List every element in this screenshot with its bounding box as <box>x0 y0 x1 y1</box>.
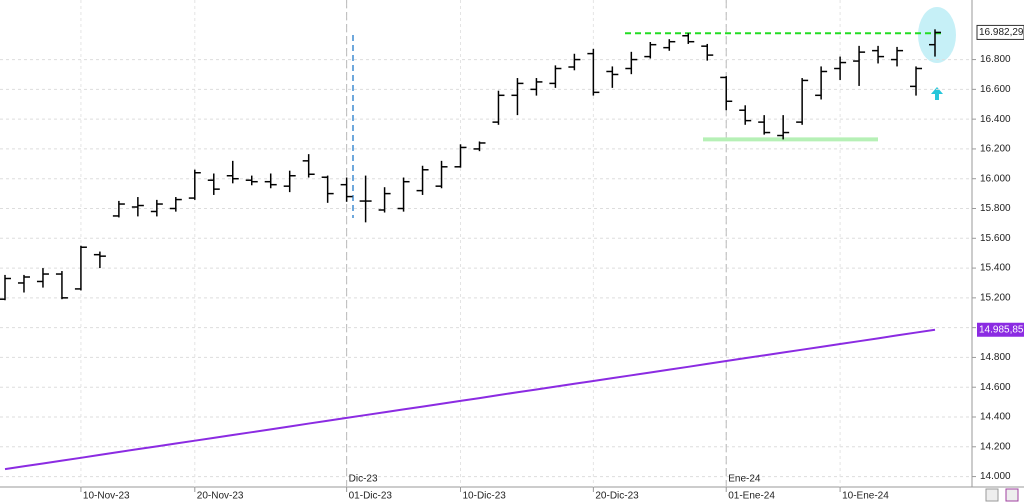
y-tick-label: 16.400 <box>980 114 1011 125</box>
x-tick-label: 10-Nov-23 <box>83 491 130 502</box>
y-tick-label: 14.400 <box>980 412 1011 423</box>
x-tick-label: 10-Ene-24 <box>842 491 889 502</box>
icon-button[interactable] <box>1005 488 1019 502</box>
y-tick-label: 14.600 <box>980 382 1011 393</box>
y-tick-label: 15.600 <box>980 233 1011 244</box>
moving-average-line <box>4 328 936 471</box>
y-tick-label: 15.400 <box>980 263 1011 274</box>
up-arrow <box>931 87 943 100</box>
ma-price-box <box>977 322 1024 337</box>
x-tick-label: 10-Dic-23 <box>463 491 507 502</box>
last-price-box <box>976 24 1024 40</box>
y-tick-label: 15.800 <box>980 203 1011 214</box>
y-tick-label: 16.800 <box>980 54 1011 65</box>
highlight-ellipse <box>918 7 956 63</box>
month-label: Ene-24 <box>728 474 761 485</box>
y-tick-label: 16.600 <box>980 84 1011 95</box>
x-tick-label: 01-Ene-24 <box>728 491 775 502</box>
ma-price-label: 14.985,85 <box>979 324 1024 335</box>
x-tick-label: 20-Nov-23 <box>197 491 244 502</box>
x-tick-label: 01-Dic-23 <box>349 491 393 502</box>
x-tick-label: 20-Dic-23 <box>595 491 639 502</box>
y-tick-label: 15.200 <box>980 292 1011 303</box>
last-price-label: 16.982,29 <box>979 27 1024 38</box>
y-tick-label: 14.800 <box>980 352 1011 363</box>
icon-button[interactable] <box>985 488 999 502</box>
y-tick-label: 14.200 <box>980 441 1011 452</box>
month-label: Dic-23 <box>349 474 378 485</box>
y-tick-label: 16.200 <box>980 144 1011 155</box>
y-tick-label: 16.000 <box>980 173 1011 184</box>
y-tick-label: 14.000 <box>980 471 1011 482</box>
